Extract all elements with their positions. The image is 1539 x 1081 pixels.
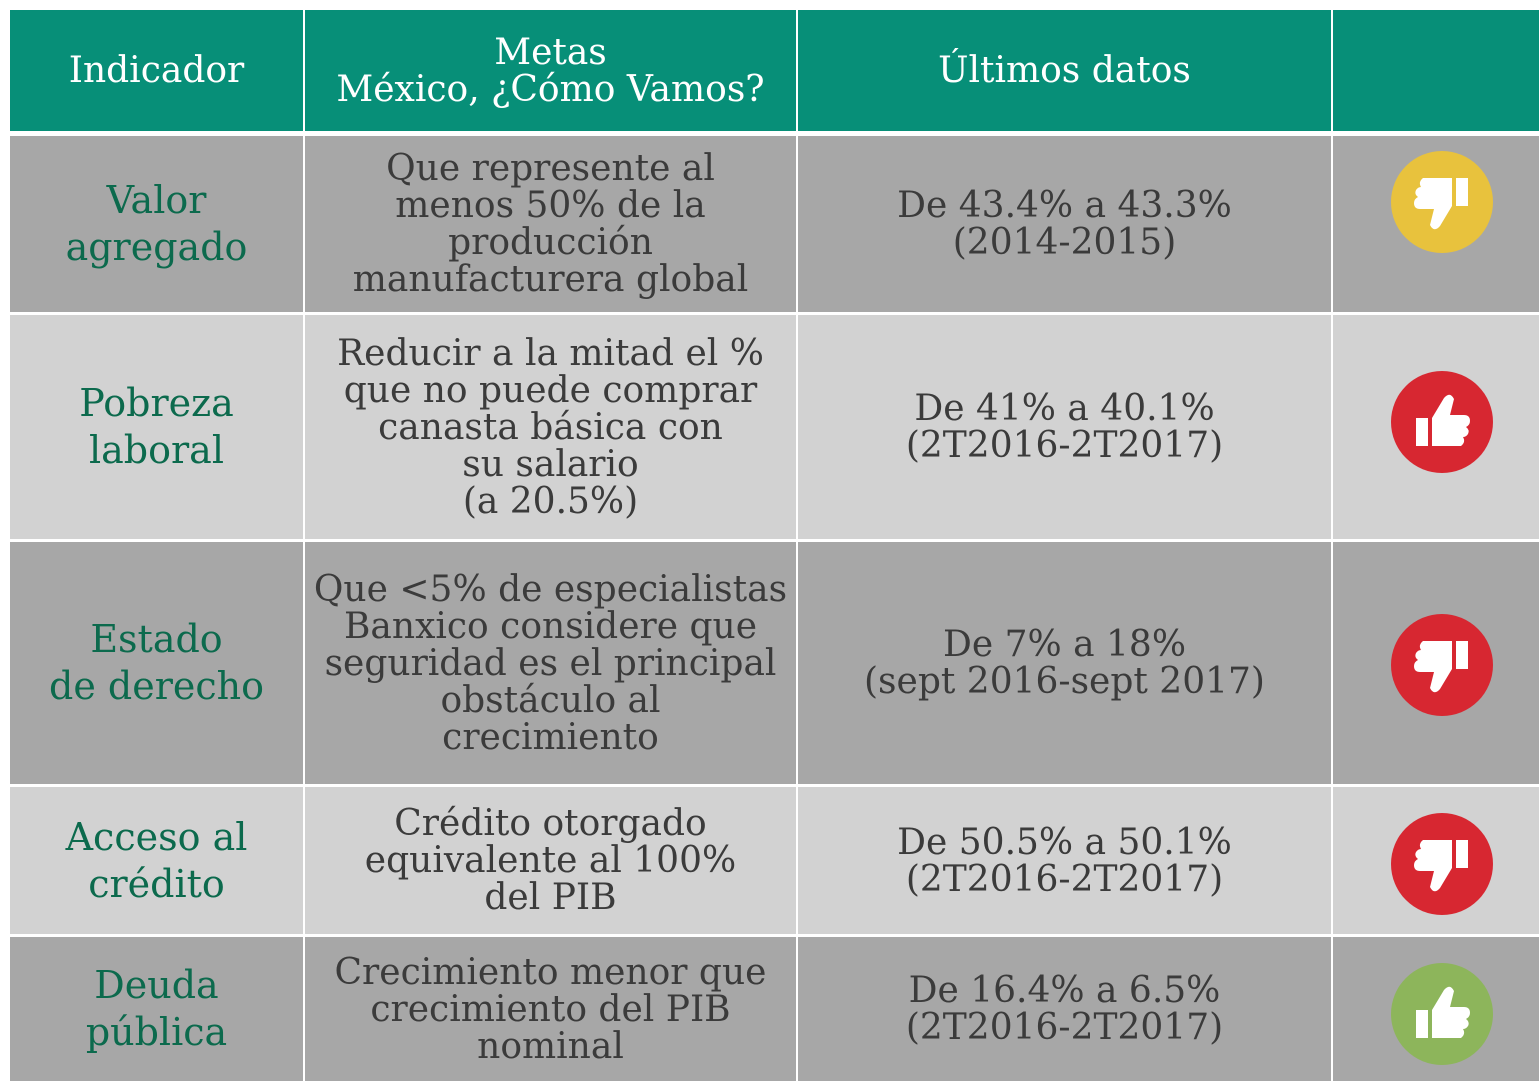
text-line: (2014-2015) bbox=[952, 222, 1177, 263]
text-line: De 43.4% a 43.3% bbox=[897, 185, 1232, 226]
thumb-up-icon bbox=[1391, 371, 1493, 473]
header-cell bbox=[1333, 10, 1539, 131]
text-line: Acceso al bbox=[65, 814, 248, 859]
thumb-up-icon bbox=[1391, 963, 1493, 1065]
text-line: canasta básica con bbox=[378, 406, 723, 448]
table-cell: De 16.4% a 6.5% (2T2016-2T2017) bbox=[798, 937, 1331, 1081]
text-line: Reducir a la mitad el % bbox=[337, 332, 764, 374]
text-line: del PIB bbox=[484, 877, 617, 918]
text-line: crecimiento del PIB bbox=[370, 988, 731, 1030]
text-line: manufacturera global bbox=[352, 259, 749, 300]
text-line: agregado bbox=[65, 225, 248, 269]
indicator-cell: Acceso al crédito bbox=[10, 787, 303, 934]
text-line: Banxico considere que bbox=[343, 605, 758, 647]
table-cell: Que represente al menos 50% de la producci… bbox=[305, 136, 796, 312]
text-line: equivalente al 100% bbox=[364, 840, 737, 881]
text-line: De 41% a 40.1% bbox=[914, 388, 1215, 429]
text-line: De 16.4% a 6.5% bbox=[908, 970, 1221, 1011]
text-line: crédito bbox=[88, 861, 225, 906]
indicator-cell: Estado de derecho bbox=[10, 542, 303, 784]
text-line: De 7% a 18% bbox=[942, 624, 1187, 665]
text-line: Que represente al bbox=[386, 148, 715, 189]
text-line: Últimos datos bbox=[938, 50, 1191, 91]
text-line: crecimiento bbox=[442, 716, 659, 758]
text-line: obstáculo al bbox=[440, 679, 661, 721]
text-line: menos 50% de la bbox=[395, 185, 706, 226]
text-line: (sept 2016-sept 2017) bbox=[864, 661, 1265, 702]
text-line: su salario bbox=[462, 443, 639, 485]
table-cell: De 43.4% a 43.3% (2014-2015) bbox=[798, 136, 1331, 312]
text-line: Indicador bbox=[68, 50, 245, 91]
table-cell: De 7% a 18% (sept 2016-sept 2017) bbox=[798, 542, 1331, 784]
indicator-cell: Valor agregado bbox=[10, 136, 303, 312]
text-line: Pobreza bbox=[79, 381, 234, 425]
indicator-cell: Pobreza laboral bbox=[10, 315, 303, 539]
thumb-down-icon bbox=[1391, 813, 1493, 915]
table-cell: Reducir a la mitad el % que no puede comp… bbox=[305, 315, 796, 539]
text-line: laboral bbox=[89, 428, 224, 472]
thumb-down-icon bbox=[1391, 151, 1493, 253]
header-cell: Metas México, ¿Cómo Vamos? bbox=[305, 10, 796, 131]
text-line: De 50.5% a 50.1% bbox=[897, 821, 1232, 863]
text-line: (2T2016-2T2017) bbox=[905, 1007, 1224, 1048]
table-cell: Que <5% de especialistas Banxico consider… bbox=[305, 542, 796, 784]
text-line: de derecho bbox=[49, 664, 264, 708]
text-line: Estado bbox=[90, 617, 223, 661]
table-cell: De 50.5% a 50.1% (2T2016-2T2017) bbox=[798, 787, 1331, 934]
text-line: México, ¿Cómo Vamos? bbox=[336, 68, 765, 110]
text-line: seguridad es el principal bbox=[324, 642, 777, 684]
text-line: (2T2016-2T2017) bbox=[905, 858, 1224, 900]
text-line: producción bbox=[448, 222, 653, 263]
table-cell: Crédito otorgado equivalente al 100% del P… bbox=[305, 787, 796, 934]
header-cell: Indicador bbox=[10, 10, 303, 131]
text-line: Crecimiento menor que bbox=[334, 951, 767, 993]
text-line: Deuda bbox=[94, 963, 219, 1007]
text-line: Metas bbox=[494, 31, 607, 73]
thumb-down-icon bbox=[1391, 614, 1493, 716]
header-cell: Últimos datos bbox=[798, 10, 1331, 131]
text-line: (2T2016-2T2017) bbox=[905, 425, 1224, 466]
text-line: que no puede comprar bbox=[343, 369, 758, 411]
text-line: Crédito otorgado bbox=[394, 803, 707, 844]
table-cell: De 41% a 40.1% (2T2016-2T2017) bbox=[798, 315, 1331, 539]
text-line: Valor bbox=[106, 178, 207, 222]
text-line: (a 20.5%) bbox=[462, 480, 639, 522]
text-line: pública bbox=[85, 1010, 228, 1054]
text-line: nominal bbox=[477, 1025, 624, 1067]
indicator-cell: Deuda pública bbox=[10, 937, 303, 1081]
text-line: Que <5% de especialistas bbox=[313, 568, 788, 610]
table-cell: Crecimiento menor que crecimiento del PIB… bbox=[305, 937, 796, 1081]
